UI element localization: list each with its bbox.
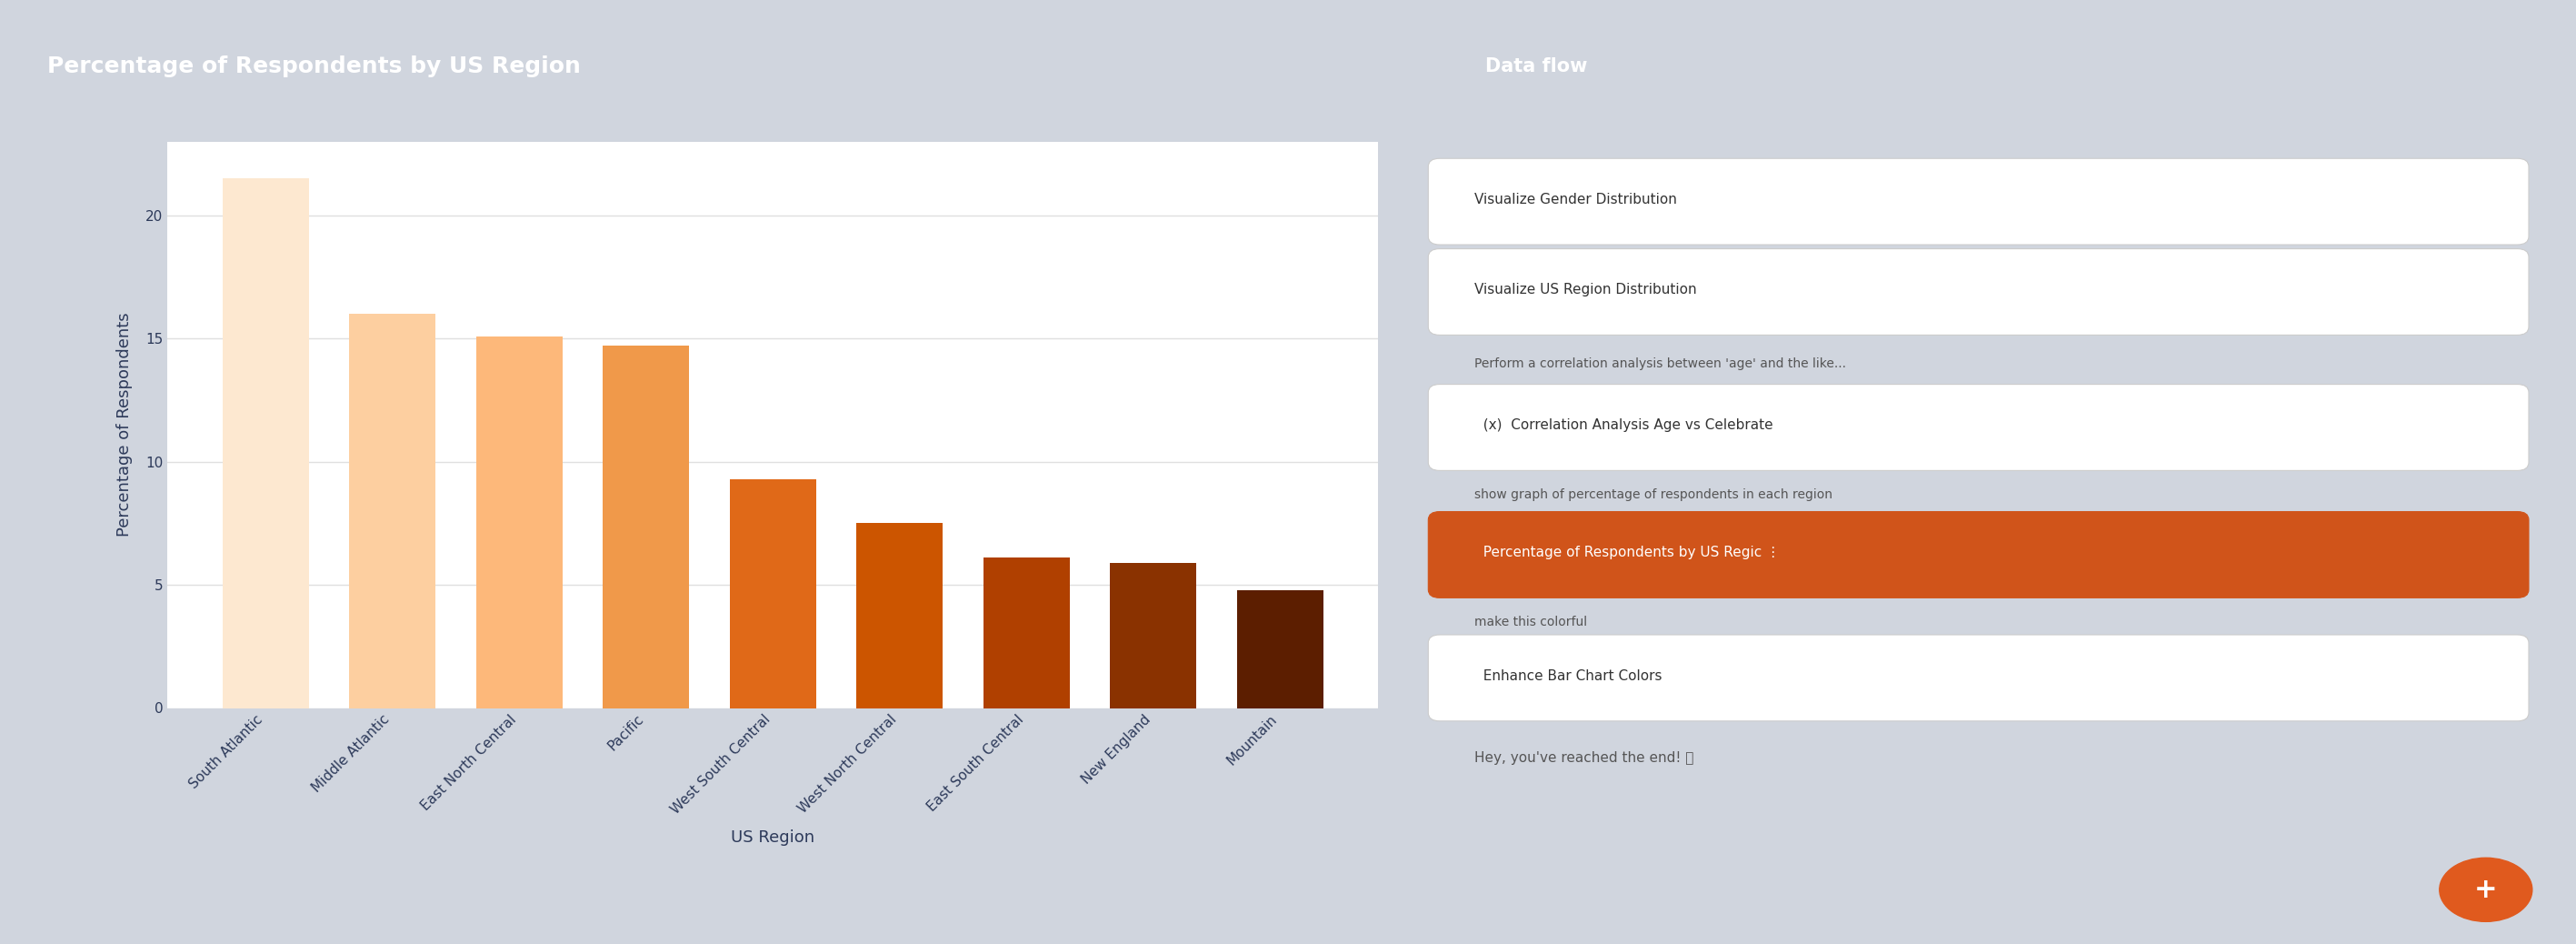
FancyBboxPatch shape (1427, 634, 2530, 721)
Y-axis label: Percentage of Respondents: Percentage of Respondents (116, 312, 134, 537)
Bar (350, 314, 435, 708)
Text: Hey, you've reached the end! 💀: Hey, you've reached the end! 💀 (1473, 751, 1692, 765)
Text: Data flow: Data flow (1486, 57, 1587, 76)
FancyBboxPatch shape (1427, 159, 2530, 244)
Bar (1236, 590, 1324, 708)
Text: show graph of percentage of respondents in each region: show graph of percentage of respondents … (1473, 489, 1832, 501)
Text: Perform a correlation analysis between 'age' and the like...: Perform a correlation analysis between '… (1473, 358, 1847, 370)
Text: Enhance Bar Chart Colors: Enhance Bar Chart Colors (1473, 669, 1662, 683)
Bar (477, 336, 562, 708)
Text: Percentage of Respondents by US Regic ⋮: Percentage of Respondents by US Regic ⋮ (1473, 546, 1780, 560)
Bar (729, 479, 817, 708)
Circle shape (2439, 858, 2532, 921)
Bar (984, 558, 1069, 708)
Text: Visualize Gender Distribution: Visualize Gender Distribution (1473, 193, 1677, 207)
Bar (603, 346, 690, 708)
Text: make this colorful: make this colorful (1473, 616, 1587, 629)
Bar (855, 523, 943, 708)
Bar (222, 178, 309, 708)
X-axis label: US Region: US Region (732, 830, 814, 846)
Text: Visualize US Region Distribution: Visualize US Region Distribution (1473, 283, 1698, 296)
Text: Percentage of Respondents by US Region: Percentage of Respondents by US Region (49, 55, 582, 77)
FancyBboxPatch shape (1427, 512, 2530, 598)
Text: (x)  Correlation Analysis Age vs Celebrate: (x) Correlation Analysis Age vs Celebrat… (1473, 418, 1772, 432)
Text: +: + (2473, 877, 2499, 902)
Bar (1110, 563, 1195, 708)
FancyBboxPatch shape (1427, 384, 2530, 470)
FancyBboxPatch shape (1427, 249, 2530, 335)
